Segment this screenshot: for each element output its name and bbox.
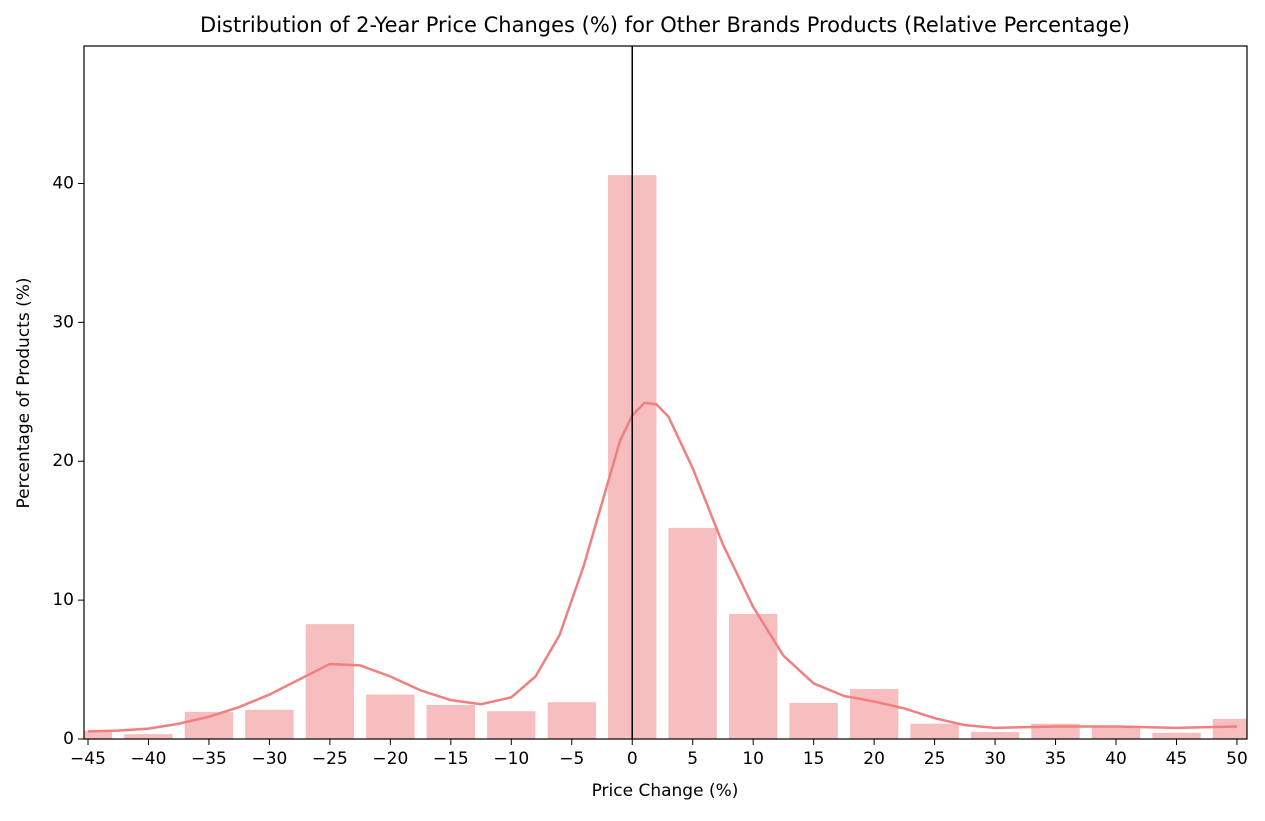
bar [668,527,717,739]
x-tick-label: −15 [433,749,469,769]
plot-frame [83,45,1248,740]
x-tick-label: −40 [131,749,167,769]
bar [1152,732,1201,739]
x-tick-label: 40 [1105,749,1127,769]
x-tick-label: −45 [70,749,106,769]
x-tick-label: 20 [863,749,885,769]
bar [789,702,838,739]
x-tick-label: 15 [803,749,825,769]
bar [426,704,476,739]
x-tick-label: 45 [1166,749,1188,769]
x-tick-label: 5 [687,749,698,769]
chart-title: Distribution of 2-Year Price Changes (%)… [200,13,1130,37]
kde-line [87,401,1237,733]
plot-area [84,46,1247,739]
x-tick-label: −10 [493,749,529,769]
bar [366,694,415,739]
bar [487,711,536,739]
y-tick-label: 30 [52,312,74,332]
x-tick-label: 0 [627,749,638,769]
y-tick-label: 40 [52,173,74,193]
y-tick-label: 0 [63,729,74,749]
y-tick-label: 10 [52,590,74,610]
x-tick-label: 35 [1045,749,1067,769]
y-tick-label: 20 [52,451,74,471]
x-tick-label: 50 [1226,749,1248,769]
x-tick-label: 10 [742,749,764,769]
bar [245,709,294,739]
x-tick-label: −25 [312,749,348,769]
bar [547,702,596,739]
bar [124,734,173,739]
bar [910,723,959,739]
bar [305,624,355,739]
bar [1091,726,1141,739]
bar [970,732,1020,739]
y-axis-label: Percentage of Products (%) [14,277,34,508]
bar [849,689,899,739]
bar [84,730,113,739]
x-axis-label: Price Change (%) [592,781,739,801]
x-tick-label: −5 [559,749,584,769]
x-tick-label: −35 [191,749,227,769]
x-tick-label: −20 [372,749,408,769]
x-tick-label: −30 [251,749,287,769]
x-tick-label: 25 [924,749,946,769]
x-tick-label: 30 [984,749,1006,769]
bar [1212,718,1247,739]
